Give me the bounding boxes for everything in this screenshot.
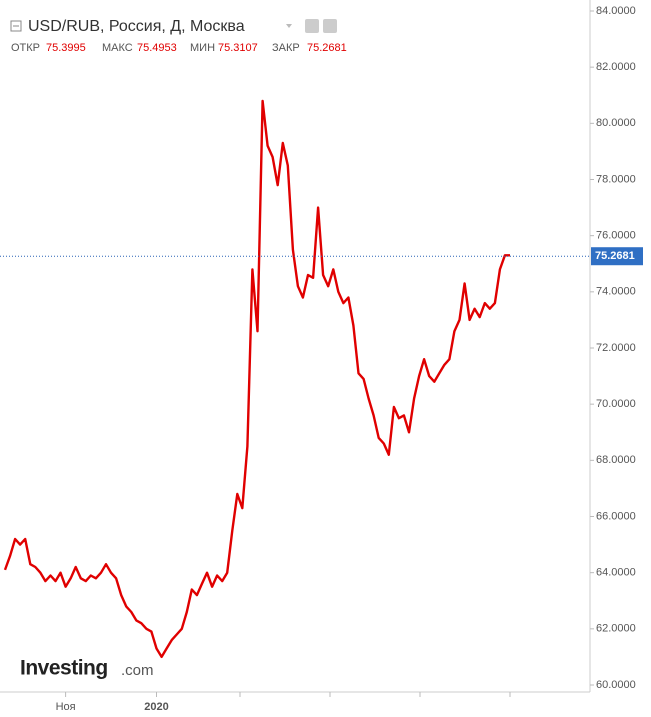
y-tick-label: 64.0000 [596, 567, 636, 579]
y-tick-label: 62.0000 [596, 623, 636, 635]
y-tick-label: 60.0000 [596, 679, 636, 691]
y-tick-label: 84.0000 [596, 5, 636, 17]
x-minor-ticks [239, 692, 511, 697]
chart-title: USD/RUB, Россия, Д, Москва [28, 18, 245, 35]
y-tick-label: 70.0000 [596, 398, 636, 410]
x-tick-label: 2020 [144, 701, 168, 713]
low-label: МИН [190, 42, 215, 54]
settings-icon[interactable] [305, 19, 319, 33]
y-tick-label: 80.0000 [596, 117, 636, 129]
logo-brand: Investing [20, 657, 108, 680]
high-value: 75.4953 [137, 42, 177, 54]
y-tick-label: 82.0000 [596, 61, 636, 73]
price-line [3, 99, 510, 659]
close-label: ЗАКР [272, 42, 300, 54]
logo-suffix: .com [121, 662, 154, 679]
y-tick-label: 66.0000 [596, 510, 636, 522]
x-tick-label: Ноя [56, 701, 76, 713]
open-value: 75.3995 [46, 42, 86, 54]
y-tick-label: 76.0000 [596, 230, 636, 242]
gear-icon[interactable] [323, 19, 337, 33]
y-tick-label: 68.0000 [596, 454, 636, 466]
y-tick-label: 72.0000 [596, 342, 636, 354]
dropdown-arrow[interactable] [286, 24, 292, 28]
open-label: ОТКР [11, 42, 40, 54]
collapse-icon[interactable] [10, 20, 22, 32]
ohlc: ОТКР 75.3995 МАКС 75.4953 МИН 75.3107 ЗА… [11, 42, 347, 54]
high-label: МАКС [102, 42, 133, 54]
current-price-box [591, 247, 643, 266]
y-tick-label: 78.0000 [596, 173, 636, 185]
low-value: 75.3107 [218, 42, 258, 54]
y-tick-label: 74.0000 [596, 286, 636, 298]
current-price-label: 75.2681 [595, 250, 635, 262]
close-value: 75.2681 [307, 42, 347, 54]
